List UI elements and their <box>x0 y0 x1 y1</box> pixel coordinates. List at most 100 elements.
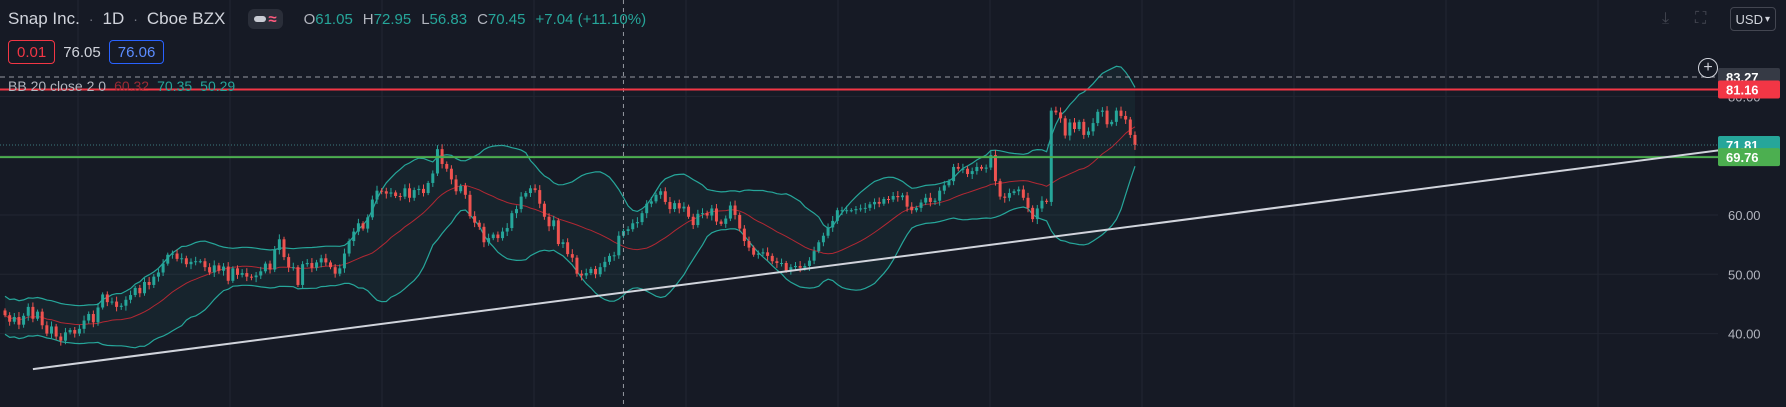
candle <box>22 315 26 325</box>
candle <box>1133 134 1137 146</box>
candle <box>1100 110 1104 112</box>
candle <box>347 241 351 254</box>
candle <box>547 216 551 227</box>
candle <box>975 166 979 172</box>
candle <box>212 265 216 273</box>
interval[interactable]: 1D <box>102 9 125 28</box>
axis-tick-label: 40.00 <box>1728 327 1761 342</box>
candle <box>542 203 546 217</box>
legend-toggle-button[interactable]: ≈ <box>248 9 283 29</box>
candle <box>240 273 244 275</box>
candle <box>617 235 621 256</box>
candle <box>287 257 291 268</box>
candle <box>282 239 286 258</box>
candle <box>426 182 430 194</box>
candle <box>296 267 300 285</box>
candle <box>691 216 695 226</box>
candle <box>1128 119 1132 135</box>
candle <box>366 217 370 229</box>
candle <box>756 253 760 255</box>
candle <box>315 262 319 268</box>
candle <box>510 213 514 229</box>
candle <box>687 206 691 217</box>
indicator-legend[interactable]: BB 20 close 2 0 60.32 70.35 50.29 <box>8 78 235 94</box>
download-icon[interactable]: ⤓ <box>1662 10 1670 27</box>
candle <box>589 268 593 274</box>
candle <box>654 194 658 202</box>
candle <box>747 241 751 248</box>
candle <box>105 294 109 303</box>
candle <box>1082 121 1086 135</box>
candle <box>598 267 602 275</box>
candle <box>519 196 523 210</box>
candle <box>482 226 486 243</box>
candle <box>59 336 63 341</box>
candle <box>1007 193 1011 198</box>
candle <box>73 330 77 334</box>
candle <box>1054 110 1058 113</box>
currency-select[interactable]: USD ▾ <box>1729 7 1776 31</box>
candle <box>124 299 128 306</box>
candle <box>310 263 314 268</box>
candle <box>696 213 700 226</box>
candle <box>217 265 221 271</box>
candle <box>263 263 267 272</box>
candle <box>254 275 258 278</box>
candle <box>826 227 830 236</box>
candle <box>533 188 537 191</box>
candle <box>575 257 579 274</box>
candle <box>175 253 179 259</box>
candle <box>980 166 983 169</box>
support-price-tag <box>1718 148 1780 167</box>
buy-button[interactable]: 76.06 <box>108 40 165 64</box>
candle <box>31 306 35 319</box>
sell-spread-button[interactable]: 0.01 <box>8 40 56 64</box>
candle <box>831 220 835 228</box>
candle <box>835 210 839 221</box>
add-plus-icon[interactable]: + <box>1698 58 1718 78</box>
fullscreen-icon[interactable]: ⛶ <box>1695 10 1707 27</box>
candle <box>817 242 821 252</box>
candle <box>752 247 756 255</box>
axis-background <box>1718 0 1786 407</box>
candle <box>249 276 253 278</box>
candle <box>570 254 574 258</box>
support-price-label: 69.76 <box>1726 150 1759 165</box>
candle <box>608 255 611 262</box>
indicator-lower: 50.29 <box>200 78 236 94</box>
candle <box>40 311 44 326</box>
candle <box>1026 197 1030 208</box>
candle <box>738 214 742 229</box>
candle <box>854 209 858 211</box>
bollinger-bands <box>4 65 1136 349</box>
candle <box>603 261 607 268</box>
candle <box>208 267 212 273</box>
candle <box>496 234 500 239</box>
candle <box>1035 208 1039 220</box>
candle <box>989 155 993 168</box>
candle <box>431 173 435 183</box>
candle <box>1077 121 1081 129</box>
candle <box>714 208 718 222</box>
candle <box>36 311 40 319</box>
candle <box>305 263 309 265</box>
candle <box>398 196 402 198</box>
exchange: Cboe BZX <box>146 9 226 28</box>
candle <box>12 316 16 322</box>
candle <box>659 191 663 195</box>
candle <box>1114 110 1118 122</box>
candle <box>952 166 956 182</box>
wave-icon: ≈ <box>268 10 277 28</box>
candle <box>68 330 72 333</box>
candle <box>468 194 472 217</box>
candle <box>273 249 277 270</box>
candle <box>96 307 100 323</box>
candle <box>236 268 239 275</box>
candle <box>877 201 881 204</box>
candle <box>380 190 384 192</box>
candle <box>942 185 946 191</box>
hide-icon <box>254 16 267 22</box>
symbol-name[interactable]: Snap Inc. <box>8 9 80 28</box>
